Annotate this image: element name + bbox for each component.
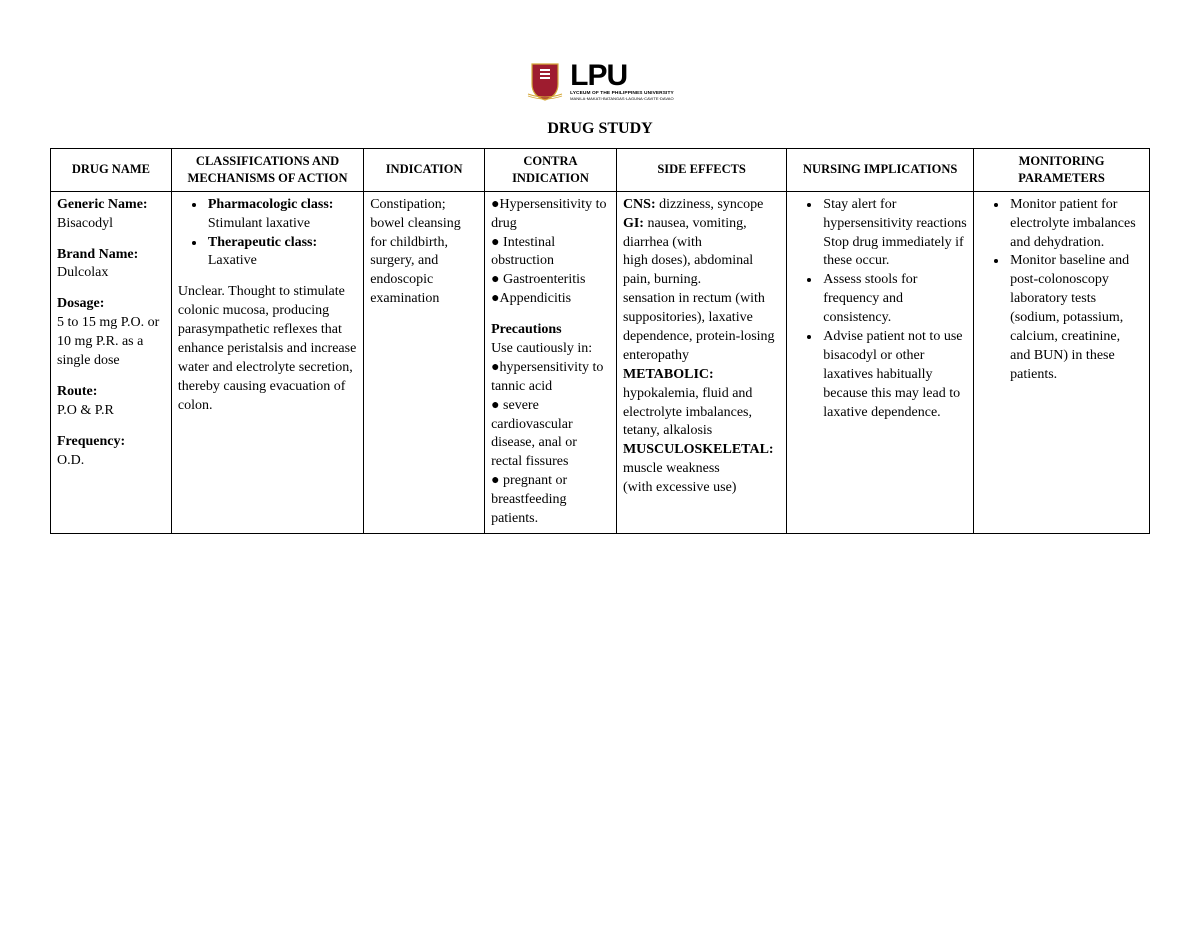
dosage-label: Dosage:: [57, 296, 104, 311]
pharm-label: Pharmacologic class:: [208, 197, 334, 212]
table-header-row: DRUG NAME CLASSIFICATIONS AND MECHANISMS…: [51, 149, 1150, 192]
cell-monitor: Monitor patient for electrolyte imbalanc…: [974, 191, 1150, 533]
cns-label: CNS:: [623, 197, 656, 212]
logo-abbr: LPU: [570, 61, 674, 91]
freq-label: Frequency:: [57, 434, 125, 449]
generic-label: Generic Name:: [57, 197, 148, 212]
generic-value: Bisacodyl: [57, 216, 113, 231]
header-drug: DRUG NAME: [51, 149, 172, 192]
msk-text-2: (with excessive use): [623, 479, 780, 498]
met-label: METABOLIC:: [623, 367, 714, 382]
header-side: SIDE EFFECTS: [616, 149, 786, 192]
contra-1-text: Hypersensitivity to drug: [491, 197, 606, 231]
contra-4: ●Appendicitis: [491, 290, 610, 309]
gi-text-2: high doses), abdominal pain, burning.: [623, 252, 780, 290]
precaution-2: ● severe cardiovascular disease, anal or: [491, 397, 610, 454]
ther-label: Therapeutic class:: [208, 235, 317, 250]
contra-2-text: Intestinal obstruction: [491, 235, 555, 269]
header-class: CLASSIFICATIONS AND MECHANISMS OF ACTION: [171, 149, 363, 192]
dosage-value: 5 to 15 mg P.O. or 10 mg P.R. as a singl…: [57, 315, 159, 368]
logo-cities: MANILA·MAKATI·BATANGAS·LAGUNA·CAVITE·DAV…: [570, 97, 674, 101]
header-nursing: NURSING IMPLICATIONS: [787, 149, 974, 192]
met-text: hypokalemia, fluid and: [623, 386, 752, 401]
cell-drug: Generic Name: Bisacodyl Brand Name: Dulc…: [51, 191, 172, 533]
pharm-class-item: Pharmacologic class: Stimulant laxative: [206, 196, 357, 234]
logo-area: LPU LYCEUM OF THE PHILIPPINES UNIVERSITY…: [50, 60, 1150, 102]
gi-label: GI:: [623, 216, 644, 231]
page-title: DRUG STUDY: [50, 120, 1150, 138]
precaution-1-text: hypersensitivity to tannic acid: [491, 360, 603, 394]
precaution-3-text: pregnant or breastfeeding patients.: [491, 473, 567, 526]
pharm-value: Stimulant laxative: [208, 216, 310, 231]
header-contra: CONTRA INDICATION: [485, 149, 617, 192]
contra-3: ● Gastroenteritis: [491, 271, 610, 290]
contra-4-text: Appendicitis: [500, 291, 572, 306]
cell-indication: Constipation; bowel cleansing for childb…: [364, 191, 485, 533]
contra-1: ●Hypersensitivity to drug: [491, 196, 610, 234]
brand-label: Brand Name:: [57, 247, 138, 262]
logo-text-block: LPU LYCEUM OF THE PHILIPPINES UNIVERSITY…: [570, 61, 674, 102]
monitor-item-2: Monitor baseline and post-colonoscopy la…: [1008, 252, 1143, 384]
met-text-2: electrolyte imbalances, tetany, alkalosi…: [623, 404, 780, 442]
cell-side: CNS: dizziness, syncope GI: nausea, vomi…: [616, 191, 786, 533]
logo-shield-icon: [526, 60, 564, 102]
brand-value: Dulcolax: [57, 265, 108, 280]
msk-text: muscle weakness: [623, 461, 720, 476]
precaution-2-text: severe cardiovascular disease, anal or: [491, 398, 577, 451]
precaution-3: ● pregnant or breastfeeding patients.: [491, 472, 610, 529]
ther-value: Laxative: [208, 253, 257, 268]
nursing-item-2: Assess stools for frequency and consiste…: [821, 271, 967, 328]
msk-label: MUSCULOSKELETAL:: [623, 442, 774, 457]
cell-contra: ●Hypersensitivity to drug ● Intestinal o…: [485, 191, 617, 533]
precautions-intro: Use cautiously in:: [491, 340, 610, 359]
precautions-label: Precautions: [491, 321, 610, 340]
nursing-item-3: Advise patient not to use bisacodyl or o…: [821, 328, 967, 422]
ther-class-item: Therapeutic class: Laxative: [206, 234, 357, 272]
route-label: Route:: [57, 384, 97, 399]
cell-nursing: Stay alert for hypersensitivity reaction…: [787, 191, 974, 533]
cns-text: dizziness, syncope: [656, 197, 764, 212]
contra-2: ● Intestinal obstruction: [491, 234, 610, 272]
header-indication: INDICATION: [364, 149, 485, 192]
gi-text-3: sensation in rectum (with suppositories)…: [623, 290, 780, 366]
table-row: Generic Name: Bisacodyl Brand Name: Dulc…: [51, 191, 1150, 533]
monitor-item-1: Monitor patient for electrolyte imbalanc…: [1008, 196, 1143, 253]
route-value: P.O & P.R: [57, 403, 114, 418]
freq-value: O.D.: [57, 453, 84, 468]
nursing-item-1: Stay alert for hypersensitivity reaction…: [821, 196, 967, 272]
precaution-2b: rectal fissures: [491, 453, 610, 472]
header-monitor: MONITORING PARAMETERS: [974, 149, 1150, 192]
moa-text: Unclear. Thought to stimulate colonic mu…: [178, 283, 357, 415]
drug-study-table: DRUG NAME CLASSIFICATIONS AND MECHANISMS…: [50, 148, 1150, 534]
indication-text: Constipation; bowel cleansing for childb…: [370, 197, 461, 306]
precaution-1: ●hypersensitivity to tannic acid: [491, 359, 610, 397]
contra-3-text: Gastroenteritis: [500, 272, 586, 287]
cell-class: Pharmacologic class: Stimulant laxative …: [171, 191, 363, 533]
